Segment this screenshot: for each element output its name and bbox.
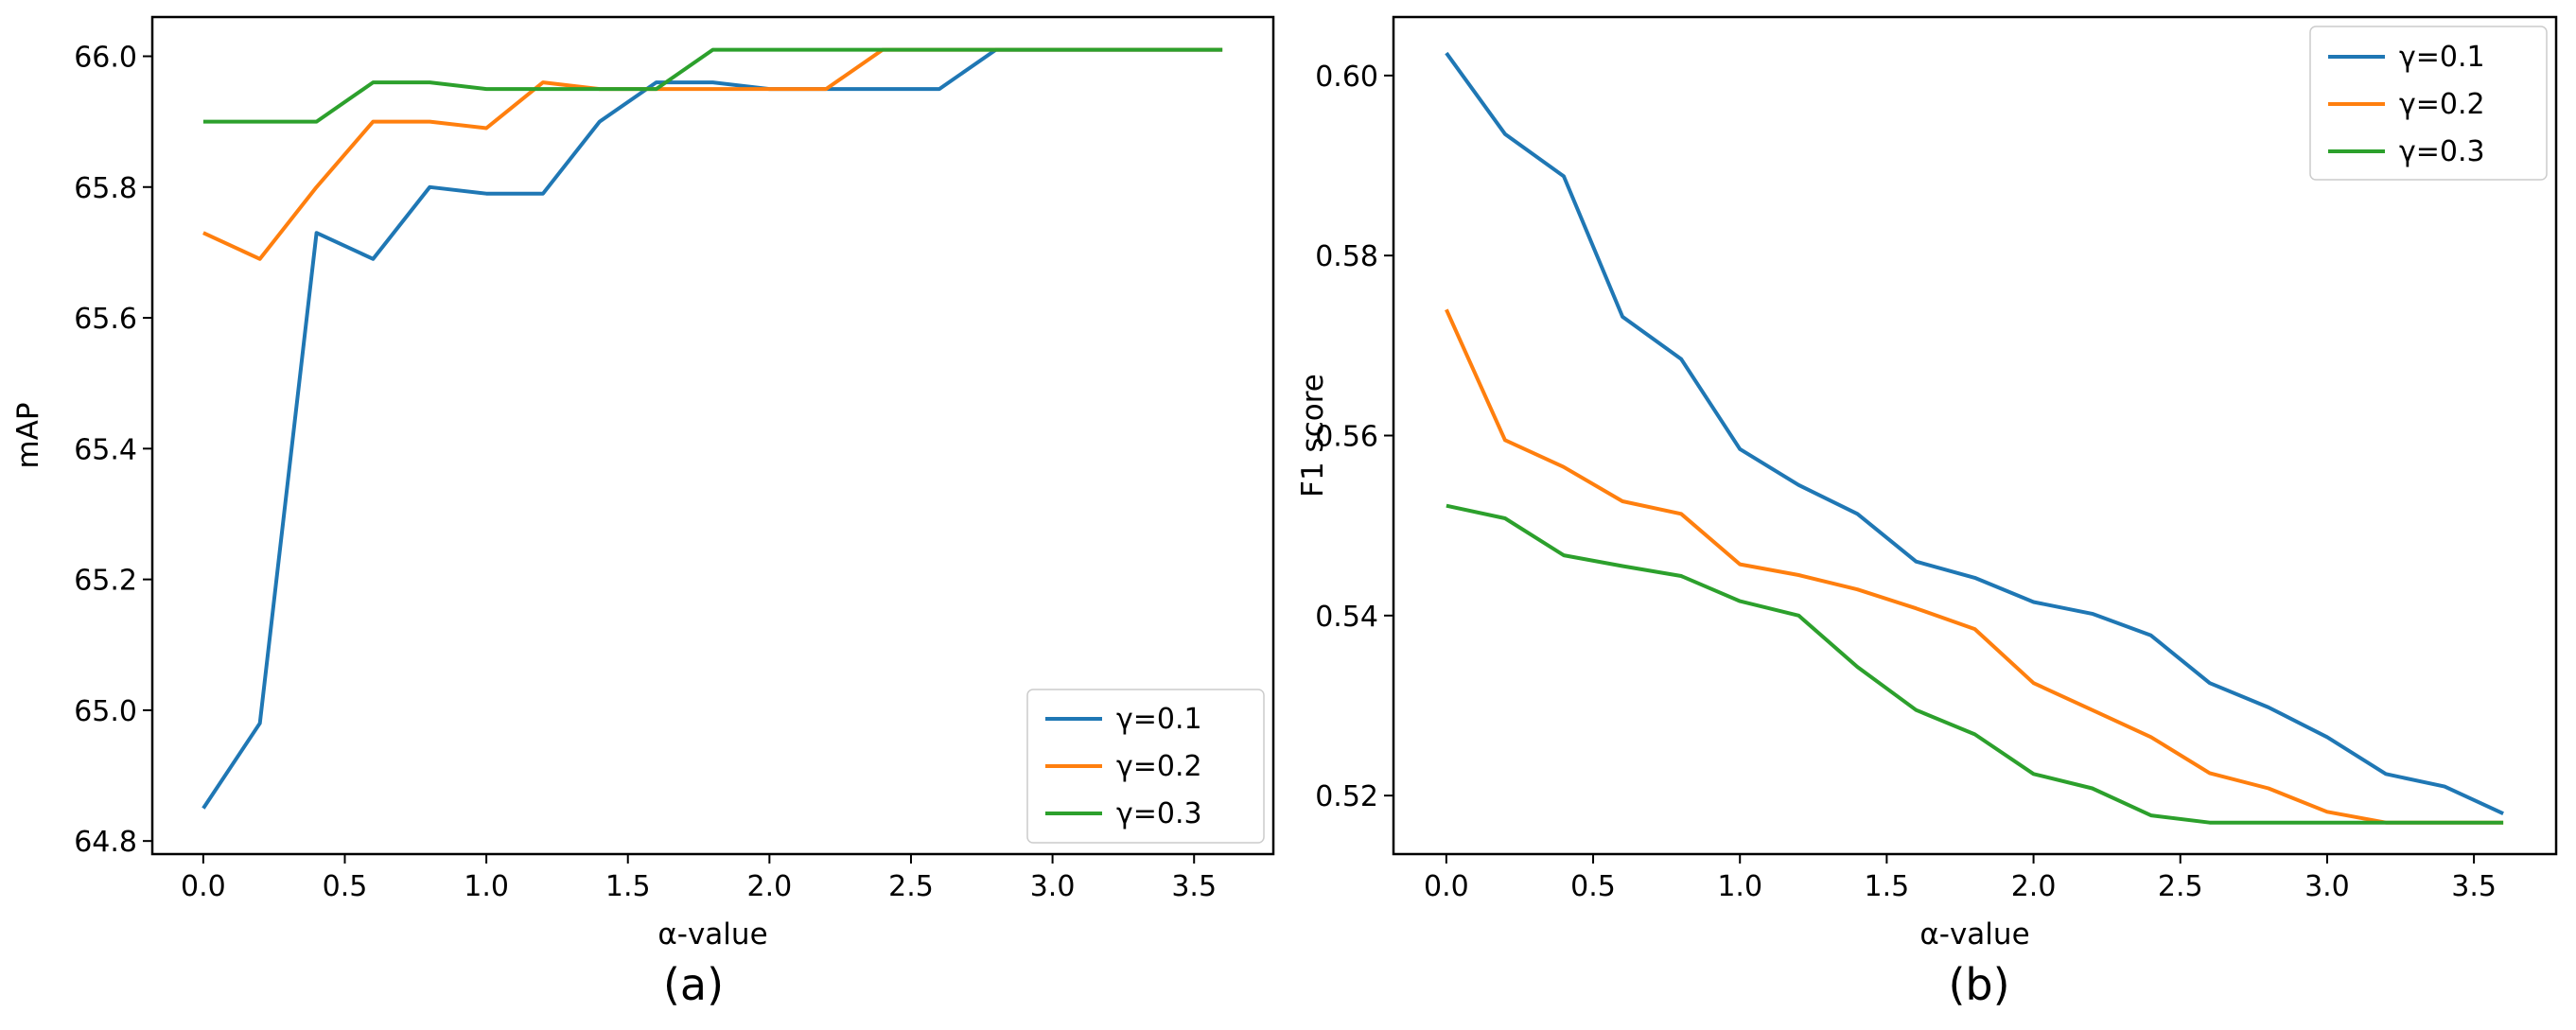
x-tick-label: 0.5 xyxy=(323,870,368,903)
series-line-gamma-3 xyxy=(1446,503,2504,825)
series-layer xyxy=(1445,51,2504,825)
ticks-layer: 0.0 0.5 1.0 1.5 2.0 2.5 3.0 3.5 0.52 0.54 0.56 0.58… xyxy=(1315,61,2497,903)
x-axis-label: α-value xyxy=(1919,917,2029,951)
legend-label-gamma-0-3: γ=0.3 xyxy=(1116,797,1202,830)
chart-panel-b: 0.0 0.5 1.0 1.5 2.0 2.5 3.0 3.5 0.52 0.54 0.56 0.58… xyxy=(1296,15,2558,1010)
x-axis-label: α-value xyxy=(657,917,767,951)
series-line-gamma-3 xyxy=(202,47,1223,124)
legend-label-gamma-0-3: γ=0.3 xyxy=(2399,135,2485,168)
x-tick-label: 1.0 xyxy=(464,870,509,903)
legend-label-gamma-0-1: γ=0.1 xyxy=(1116,703,1202,736)
x-tick-label: 3.0 xyxy=(2304,870,2350,903)
x-tick-label: 0.0 xyxy=(1424,870,1469,903)
y-tick-label: 64.8 xyxy=(74,826,137,859)
legend-label-gamma-0-2: γ=0.2 xyxy=(1116,750,1202,783)
y-tick-label: 65.6 xyxy=(74,303,137,336)
x-tick-label: 2.0 xyxy=(2011,870,2057,903)
y-tick-label: 0.60 xyxy=(1315,61,1378,94)
x-tick-label: 0.0 xyxy=(181,870,226,903)
x-tick-label: 1.0 xyxy=(1717,870,1762,903)
x-tick-label: 3.5 xyxy=(2451,870,2497,903)
y-tick-label: 0.54 xyxy=(1315,601,1378,634)
legend-box xyxy=(2309,26,2548,181)
series-line-gamma-1 xyxy=(1445,51,2504,816)
x-tick-label: 2.5 xyxy=(2158,870,2203,903)
y-tick-label: 0.56 xyxy=(1315,421,1378,454)
x-tick-label: 1.5 xyxy=(1865,870,1910,903)
y-tick-label: 0.52 xyxy=(1315,780,1378,813)
x-tick-label: 3.5 xyxy=(1171,870,1217,903)
x-tick-label: 1.5 xyxy=(605,870,651,903)
panel-label: (b) xyxy=(1948,959,2009,1010)
y-tick-label: 65.0 xyxy=(74,695,137,728)
legend: γ=0.1 γ=0.2 γ=0.3 xyxy=(2309,26,2548,181)
legend-box xyxy=(1026,689,1265,844)
chart-panel-a: 0.0 0.5 1.0 1.5 2.0 2.5 3.0 3.5 64.8 65.0 65.2 65.4… xyxy=(11,15,1275,1010)
y-tick-label: 65.8 xyxy=(74,172,137,205)
panel-label: (a) xyxy=(663,959,724,1010)
y-tick-label: 65.4 xyxy=(74,433,137,466)
x-tick-label: 0.5 xyxy=(1570,870,1616,903)
x-tick-label: 3.0 xyxy=(1030,870,1076,903)
x-tick-label: 2.5 xyxy=(888,870,934,903)
legend-label-gamma-0-1: γ=0.1 xyxy=(2399,41,2485,74)
legend: γ=0.1 γ=0.2 γ=0.3 xyxy=(1026,689,1265,844)
legend-label-gamma-0-2: γ=0.2 xyxy=(2399,88,2485,121)
plot-frame xyxy=(150,15,1275,856)
y-tick-label: 0.58 xyxy=(1315,240,1378,273)
y-axis-label: mAP xyxy=(11,402,45,468)
series-layer xyxy=(202,47,1223,810)
y-tick-label: 66.0 xyxy=(74,41,137,74)
series-line-gamma-2 xyxy=(1445,308,2504,825)
y-axis-label: F1 score xyxy=(1296,374,1330,498)
y-tick-label: 65.2 xyxy=(74,565,137,598)
x-tick-label: 2.0 xyxy=(746,870,792,903)
ticks-layer: 0.0 0.5 1.0 1.5 2.0 2.5 3.0 3.5 64.8 65.0 65.2 65.4… xyxy=(74,41,1217,903)
